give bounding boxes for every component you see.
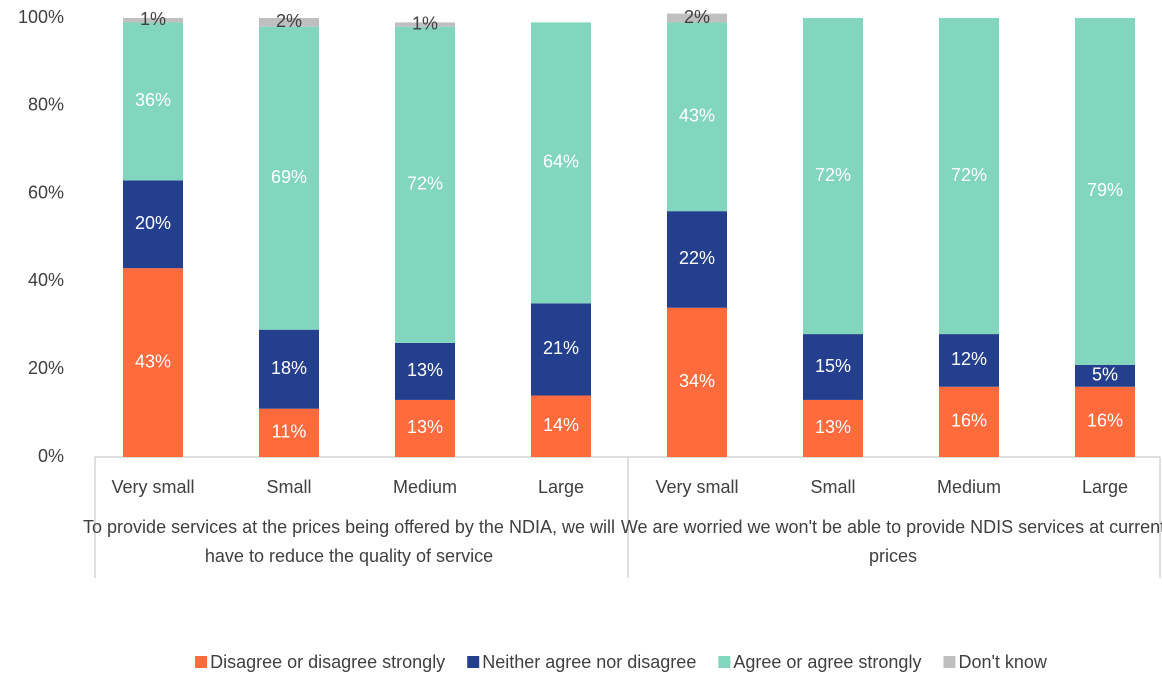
bar-segment — [667, 307, 727, 457]
bar-segment — [259, 329, 319, 409]
data-label: 16% — [1087, 411, 1123, 431]
data-label: 2% — [276, 11, 302, 31]
bar-segment — [259, 408, 319, 457]
data-label: 14% — [543, 415, 579, 435]
x-tick-label: Very small — [655, 477, 738, 497]
data-label: 43% — [679, 106, 715, 126]
data-label: 5% — [1092, 365, 1118, 385]
bar-segment — [531, 303, 591, 396]
bar-segment — [259, 18, 319, 27]
bar-segment — [395, 342, 455, 400]
bar-segment — [1075, 386, 1135, 457]
data-label: 64% — [543, 152, 579, 172]
bar-segment — [1075, 364, 1135, 387]
x-tick-label: Medium — [937, 477, 1001, 497]
data-label: 18% — [271, 358, 307, 378]
data-label: 72% — [951, 165, 987, 185]
data-label: 13% — [407, 360, 443, 380]
data-label: 34% — [679, 371, 715, 391]
bar-segment — [123, 22, 183, 181]
y-tick-label: 100% — [18, 7, 64, 27]
y-tick-label: 40% — [28, 270, 64, 290]
legend-label: Don't know — [958, 652, 1047, 672]
bar-segment — [803, 18, 863, 335]
data-label: 21% — [543, 338, 579, 358]
x-tick-label: Small — [810, 477, 855, 497]
bar-segment — [123, 180, 183, 269]
data-label: 72% — [407, 174, 443, 194]
data-label: 13% — [407, 417, 443, 437]
data-label: 11% — [272, 422, 307, 442]
group-label: To provide services at the prices being … — [83, 517, 615, 566]
legend-label: Neither agree nor disagree — [482, 652, 696, 672]
bar-segment — [667, 22, 727, 212]
group-label-box: To provide services at the prices being … — [83, 517, 615, 566]
legend-label: Disagree or disagree strongly — [210, 652, 445, 672]
legend-swatch — [467, 656, 480, 668]
bar-segment — [531, 395, 591, 457]
data-label: 43% — [135, 351, 171, 371]
legend-swatch — [718, 656, 731, 668]
bar-segment — [939, 18, 999, 335]
bar-segment — [395, 26, 455, 343]
x-tick-label: Very small — [111, 477, 194, 497]
bar-segment — [123, 18, 183, 23]
y-tick-label: 60% — [28, 182, 64, 202]
legend-label: Agree or agree strongly — [733, 652, 921, 672]
bar-segment — [123, 268, 183, 457]
data-label: 1% — [140, 9, 166, 29]
data-label: 13% — [815, 417, 851, 437]
data-label: 12% — [951, 349, 987, 369]
data-label: 22% — [679, 248, 715, 268]
bar-segment — [803, 334, 863, 400]
bar-segment — [667, 13, 727, 23]
bar-segment — [1075, 18, 1135, 365]
data-label: 20% — [135, 213, 171, 233]
bar-segment — [803, 399, 863, 457]
bar-segment — [395, 22, 455, 27]
x-tick-label: Large — [538, 477, 584, 497]
y-tick-label: 80% — [28, 95, 64, 115]
x-tick-label: Medium — [393, 477, 457, 497]
bar-segment — [259, 26, 319, 330]
data-label: 69% — [271, 167, 307, 187]
x-tick-label: Large — [1082, 477, 1128, 497]
data-label: 72% — [815, 165, 851, 185]
bar-segment — [939, 334, 999, 387]
y-tick-label: 20% — [28, 358, 64, 378]
group-label: We are worried we won't be able to provi… — [620, 517, 1162, 566]
data-label: 79% — [1087, 180, 1123, 200]
data-label: 2% — [684, 7, 710, 27]
y-tick-label: 0% — [38, 446, 64, 466]
bar-segment — [939, 386, 999, 457]
data-label: 15% — [815, 356, 851, 376]
bar-segment — [395, 399, 455, 457]
group-label-box: We are worried we won't be able to provi… — [620, 517, 1162, 566]
x-tick-label: Small — [266, 477, 311, 497]
legend-swatch — [195, 656, 208, 668]
legend: Disagree or disagree strongly Neither agr… — [195, 652, 1048, 672]
bar-segment — [531, 22, 591, 304]
data-label: 1% — [412, 13, 438, 33]
data-label: 16% — [951, 411, 987, 431]
bar-segment — [667, 211, 727, 308]
legend-swatch — [943, 656, 956, 668]
data-label: 36% — [135, 90, 171, 110]
